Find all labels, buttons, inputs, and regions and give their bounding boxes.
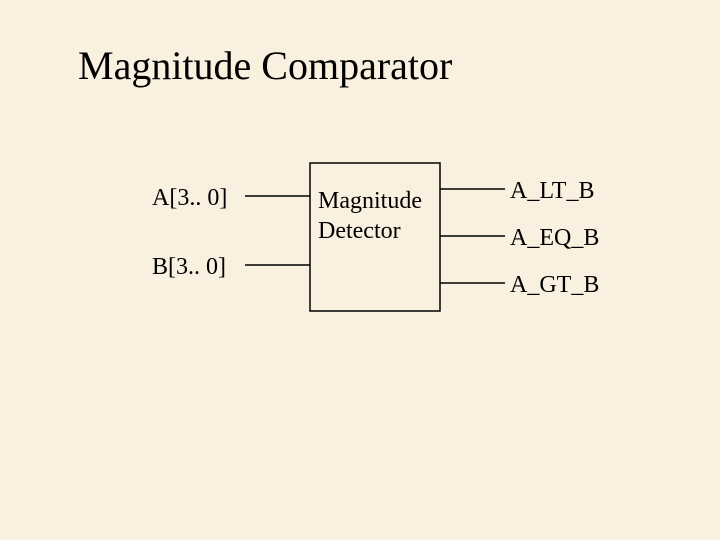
output-label-1: A_EQ_B	[510, 225, 599, 252]
diagram-svg	[0, 0, 720, 540]
output-label-0: A_LT_B	[510, 178, 594, 205]
slide: Magnitude Comparator MagnitudeDetectorA[…	[0, 0, 720, 540]
input-label-1: B[3.. 0]	[152, 254, 226, 281]
output-label-2: A_GT_B	[510, 272, 599, 299]
box-label-line2: Detector	[318, 218, 401, 245]
input-label-0: A[3.. 0]	[152, 185, 227, 212]
box-label-line1: Magnitude	[318, 188, 422, 215]
